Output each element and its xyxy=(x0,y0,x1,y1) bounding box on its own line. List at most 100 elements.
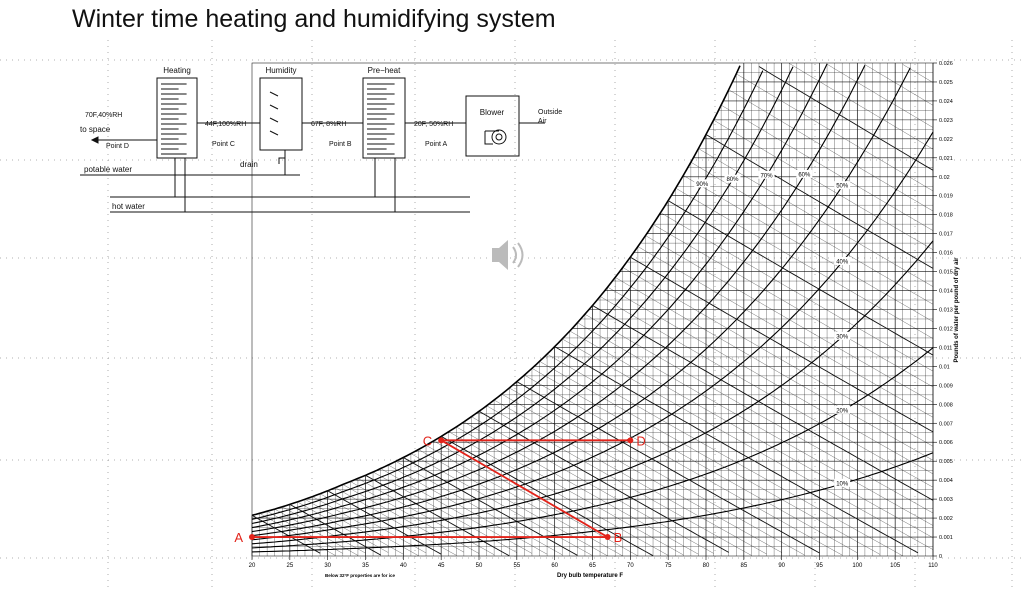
wet-bulb-line xyxy=(478,410,729,553)
x-tick-label: 25 xyxy=(286,563,293,569)
air-path xyxy=(92,122,545,141)
y-tick-label: 0.022 xyxy=(939,137,953,143)
y-tick-label: 0.001 xyxy=(939,535,953,541)
rh-label: 20% xyxy=(836,408,849,414)
y-tick-label: 0.015 xyxy=(939,270,953,276)
wet-bulb-line xyxy=(486,405,752,556)
rh-label: 90% xyxy=(696,182,709,188)
spray xyxy=(269,91,279,136)
wet-bulb-line xyxy=(630,256,934,433)
wet-bulb-line xyxy=(395,461,563,555)
x-tick-label: 75 xyxy=(665,563,672,569)
wet-bulb-line xyxy=(902,64,934,83)
blower-fan xyxy=(491,129,507,145)
rh-label-bg xyxy=(758,170,775,179)
rh-label-bg xyxy=(834,331,851,340)
coils xyxy=(161,83,395,155)
speaker xyxy=(492,240,508,270)
x-tick-label: 105 xyxy=(890,563,901,569)
rh-label-bg xyxy=(694,179,711,188)
unit-label: Humidity xyxy=(265,66,296,75)
rh-label-bg xyxy=(834,256,851,265)
y-tick-label: 0.019 xyxy=(939,194,953,200)
wet-bulb-line xyxy=(327,490,442,555)
wet-bulb-line xyxy=(667,200,934,356)
wet-bulb-line xyxy=(705,134,934,269)
y-tick-label: 0.006 xyxy=(939,440,953,446)
rh-label-bg xyxy=(834,181,851,190)
y-tick-label: 0.018 xyxy=(939,213,953,219)
psychrometric-chart: 10% 20% 30% 40% 50% 60% 70% 80% 90% 20 25 30 35 40 45 5… xyxy=(234,61,960,579)
y-tick-label: 0.017 xyxy=(939,232,953,238)
x-tick-label: 30 xyxy=(324,563,331,569)
x-tick-label: 80 xyxy=(703,563,710,569)
wet-bulb-line xyxy=(365,474,510,557)
preheat-unit xyxy=(362,77,406,159)
wet-bulb-line xyxy=(501,393,782,553)
rh-label-bg xyxy=(834,405,851,414)
wet-bulb-line xyxy=(615,277,934,461)
y-tick-label: 0.003 xyxy=(939,497,953,503)
wet-bulb-line xyxy=(403,457,578,556)
state-point xyxy=(438,437,445,444)
rh-label: 30% xyxy=(836,334,849,340)
y-tick-label: 0.016 xyxy=(939,251,953,257)
y-axis-title: Pounds of water per pound of dry air xyxy=(954,257,960,363)
state-point: Point C xyxy=(212,141,235,148)
footnote: Below 32°F properties are for ice xyxy=(325,573,396,578)
rh-label: 80% xyxy=(726,177,739,183)
x-tick-label: 65 xyxy=(589,563,596,569)
unit-label: Heating xyxy=(163,66,191,75)
x-axis-title: Dry bulb temperature F xyxy=(557,573,623,579)
wet-bulb-line xyxy=(728,89,934,212)
slide-title: Winter time heating and humidifying syst… xyxy=(72,5,556,33)
wet-bulb-line xyxy=(721,104,934,231)
x-tick-label: 55 xyxy=(513,563,520,569)
state-point-label: A xyxy=(234,530,243,545)
wet-bulb-line xyxy=(350,481,480,554)
rh-label: 70% xyxy=(761,173,774,179)
wet-bulb-line xyxy=(592,305,934,501)
wet-bulb-line xyxy=(713,119,934,250)
y-tick-label: 0.026 xyxy=(939,61,953,67)
rh-curve xyxy=(251,67,911,537)
rh-curve xyxy=(251,63,828,529)
rh-curve xyxy=(251,131,934,541)
wet-bulb-line xyxy=(524,374,843,556)
rh-curve xyxy=(251,66,794,525)
wet-bulb-line xyxy=(547,353,903,557)
wet-bulb-line xyxy=(509,387,805,556)
wet-bulb-line xyxy=(789,63,934,150)
rh-label: 40% xyxy=(836,259,849,265)
state-point: Point A xyxy=(425,141,448,148)
wet-bulb-line xyxy=(652,224,934,388)
x-tick-label: 90 xyxy=(778,563,785,569)
wet-bulb-line xyxy=(622,267,934,447)
rh-curve xyxy=(251,452,934,553)
diagram-labels: Heating Humidity Pre−heat Blower Outside… xyxy=(80,66,562,211)
wet-bulb-line xyxy=(494,399,767,555)
y-tick-label: 0.02 xyxy=(939,175,950,181)
outside-label: Outside xyxy=(538,109,562,116)
wet-bulb-line xyxy=(827,64,934,128)
rh-label-bg xyxy=(834,478,851,487)
wet-bulb-line xyxy=(569,330,934,538)
wet-bulb-line xyxy=(562,338,934,550)
state-point xyxy=(627,437,634,444)
rh-label: 60% xyxy=(798,172,811,178)
state-point xyxy=(249,534,255,541)
wet-bulb-line xyxy=(554,346,919,554)
y-tick-label: 0.014 xyxy=(939,289,953,295)
wet-bulb-line xyxy=(304,499,404,555)
wet-bulb-line xyxy=(637,246,934,418)
heating-unit xyxy=(156,77,198,159)
y-tick-label: 0.025 xyxy=(939,80,953,86)
wet-bulb-line xyxy=(698,148,934,287)
speaker-waves xyxy=(512,242,524,268)
wet-bulb-line xyxy=(418,449,608,557)
state-label: to space xyxy=(80,125,111,134)
y-tick-label: 0.012 xyxy=(939,326,953,332)
wet-bulb-line xyxy=(864,64,934,106)
wet-bulb-line xyxy=(289,504,381,556)
